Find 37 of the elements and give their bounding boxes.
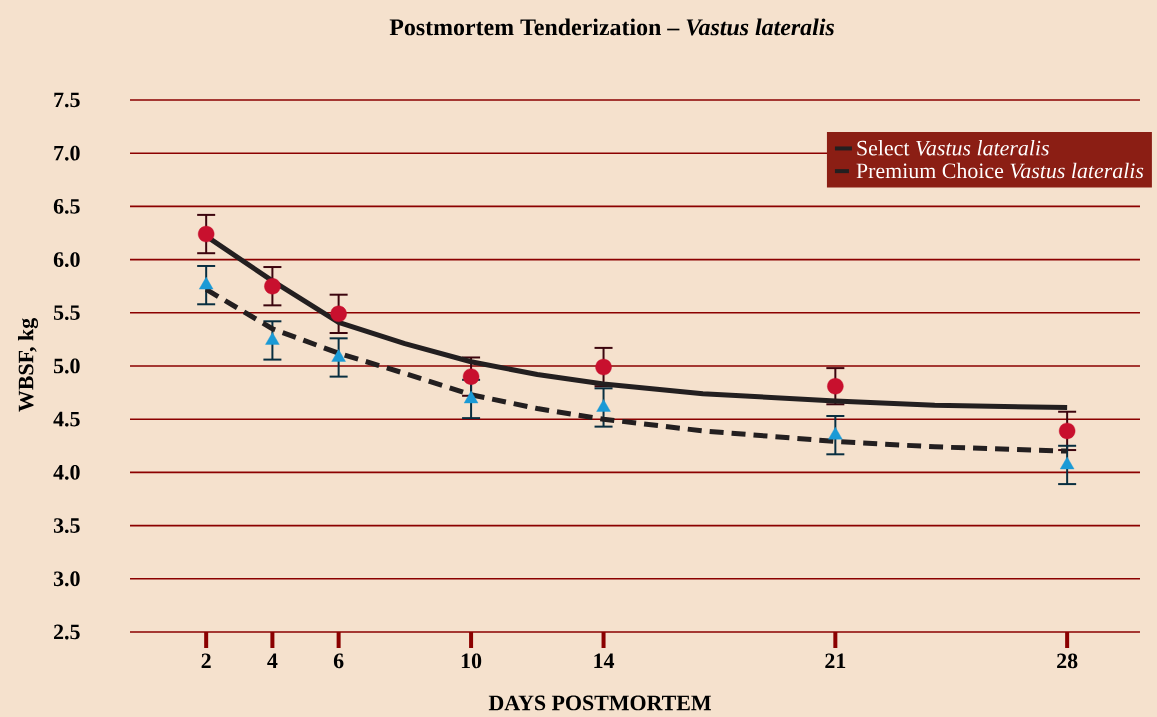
y-tick-label: 5.0 [53,358,80,374]
y-tick-label: 3.0 [53,571,80,587]
point [827,378,844,395]
x-tick-label: 6 [333,653,344,669]
y-tick-label: 2.5 [54,624,80,640]
point [265,332,280,345]
x-tick-label: 10 [461,653,482,669]
point [596,399,611,412]
y-tick-label: 3.5 [53,518,80,533]
legend-label: Select Vastus lateralis [857,140,1049,156]
chart-title: Postmortem Tenderization – Vastus lateralis [389,18,834,36]
x-axis-title: DAYS POSTMORTEM [488,695,711,711]
y-tick-label: 7.0 [54,145,80,161]
point [197,225,215,243]
point [199,276,214,290]
x-tick-label: 2 [201,653,211,669]
point [463,390,479,404]
x-tick-label: 21 [825,653,846,669]
x-tick-label: 4 [267,653,278,668]
legend-label: Premium Choice Vastus lateralis [856,162,1144,179]
point [1058,422,1076,440]
point [1060,456,1075,470]
point [330,305,347,323]
point [462,368,480,385]
y-tick-label: 5.5 [53,305,80,321]
y-tick-label: 4.0 [53,464,80,480]
x-tick-label: 28 [1057,653,1078,669]
y-tick-label: 6.5 [53,198,80,214]
x-tick-label: 14 [594,653,615,668]
y-tick-label: 7.5 [54,92,80,108]
point [828,426,843,440]
point [264,277,281,295]
y-tick-label: 6.0 [53,252,80,268]
y-tick-label: 4.5 [53,411,80,427]
point [595,358,612,376]
y-axis-title: WBSF, kg [17,318,39,412]
point [331,349,346,362]
